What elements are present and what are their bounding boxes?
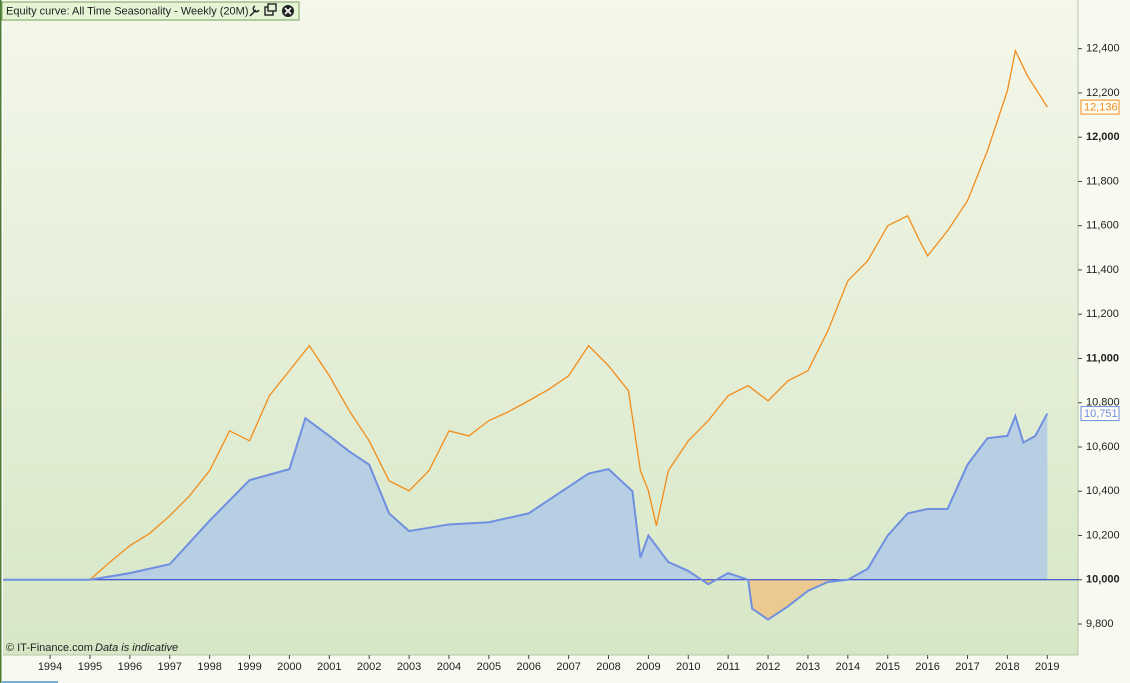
title-box: Equity curve: All Time Seasonality - Wee… xyxy=(1,1,300,21)
chart-title: Equity curve: All Time Seasonality - Wee… xyxy=(6,5,249,17)
settings-icon[interactable] xyxy=(249,5,260,17)
y-tick-label: 11,600 xyxy=(1086,220,1119,232)
x-tick-label: 1995 xyxy=(78,661,102,673)
x-tick-label: 2006 xyxy=(516,661,540,673)
last-value-box xyxy=(1080,406,1120,422)
x-tick-label: 2015 xyxy=(875,661,899,673)
x-tick-label: 2007 xyxy=(556,661,580,673)
x-tick-label: 2010 xyxy=(676,661,700,673)
x-tick-label: 1998 xyxy=(197,661,221,673)
x-tick-label: 2002 xyxy=(357,661,381,673)
credit: © IT-Finance.com xyxy=(6,642,93,654)
x-tick-label: 1999 xyxy=(237,661,261,673)
tab-strip xyxy=(2,681,58,683)
x-tick-label: 2004 xyxy=(437,661,461,673)
y-tick-label: 12,000 xyxy=(1086,131,1120,143)
y-tick-label: 10,400 xyxy=(1086,485,1120,497)
series-line xyxy=(89,48,1048,581)
x-tick-label: 2014 xyxy=(836,661,860,673)
x-tick-label: 2017 xyxy=(955,661,979,673)
y-tick-label: 9,800 xyxy=(1086,618,1114,630)
x-tick-label: 1994 xyxy=(38,661,62,673)
last-value-box xyxy=(1080,99,1120,115)
y-tick-label: 12,200 xyxy=(1086,87,1120,99)
x-tick-label: 2016 xyxy=(915,661,939,673)
x-tick-label: 1997 xyxy=(157,661,181,673)
y-tick-label: 12,400 xyxy=(1086,43,1120,55)
y-tick-label: 10,600 xyxy=(1086,441,1120,453)
y-tick-label: 11,200 xyxy=(1086,308,1119,320)
x-tick-label: 2003 xyxy=(397,661,421,673)
x-tick-label: 2018 xyxy=(995,661,1019,673)
x-tick-label: 1996 xyxy=(118,661,142,673)
y-tick-label: 10,800 xyxy=(1086,397,1120,409)
x-tick-label: 2001 xyxy=(317,661,341,673)
x-axis-panel xyxy=(0,655,1130,683)
area-above xyxy=(3,413,1048,580)
x-tick-label: 2011 xyxy=(716,661,740,673)
y-tick-label: 10,200 xyxy=(1086,529,1120,541)
x-tick-label: 2008 xyxy=(596,661,620,673)
y-tick-label: 10,000 xyxy=(1086,574,1120,586)
x-tick-label: 2005 xyxy=(477,661,501,673)
x-tick-label: 2013 xyxy=(796,661,820,673)
area-below xyxy=(701,579,848,620)
detach-icon[interactable] xyxy=(264,3,277,16)
x-tick-label: 2009 xyxy=(636,661,660,673)
series-line xyxy=(3,412,1049,621)
y-tick-label: 11,400 xyxy=(1086,264,1119,276)
title-frame xyxy=(1,1,300,21)
x-tick-label: 2000 xyxy=(277,661,301,673)
last-value-label: 12,136 xyxy=(1084,102,1118,114)
y-tick-label: 11,000 xyxy=(1086,352,1119,364)
note: Data is indicative xyxy=(95,642,178,654)
close-icon[interactable] xyxy=(282,5,294,17)
y-tick-label: 11,800 xyxy=(1086,175,1119,187)
last-value-label: 10,751 xyxy=(1084,408,1118,420)
x-tick-label: 2019 xyxy=(1035,661,1059,673)
x-tick-label: 2012 xyxy=(756,661,780,673)
